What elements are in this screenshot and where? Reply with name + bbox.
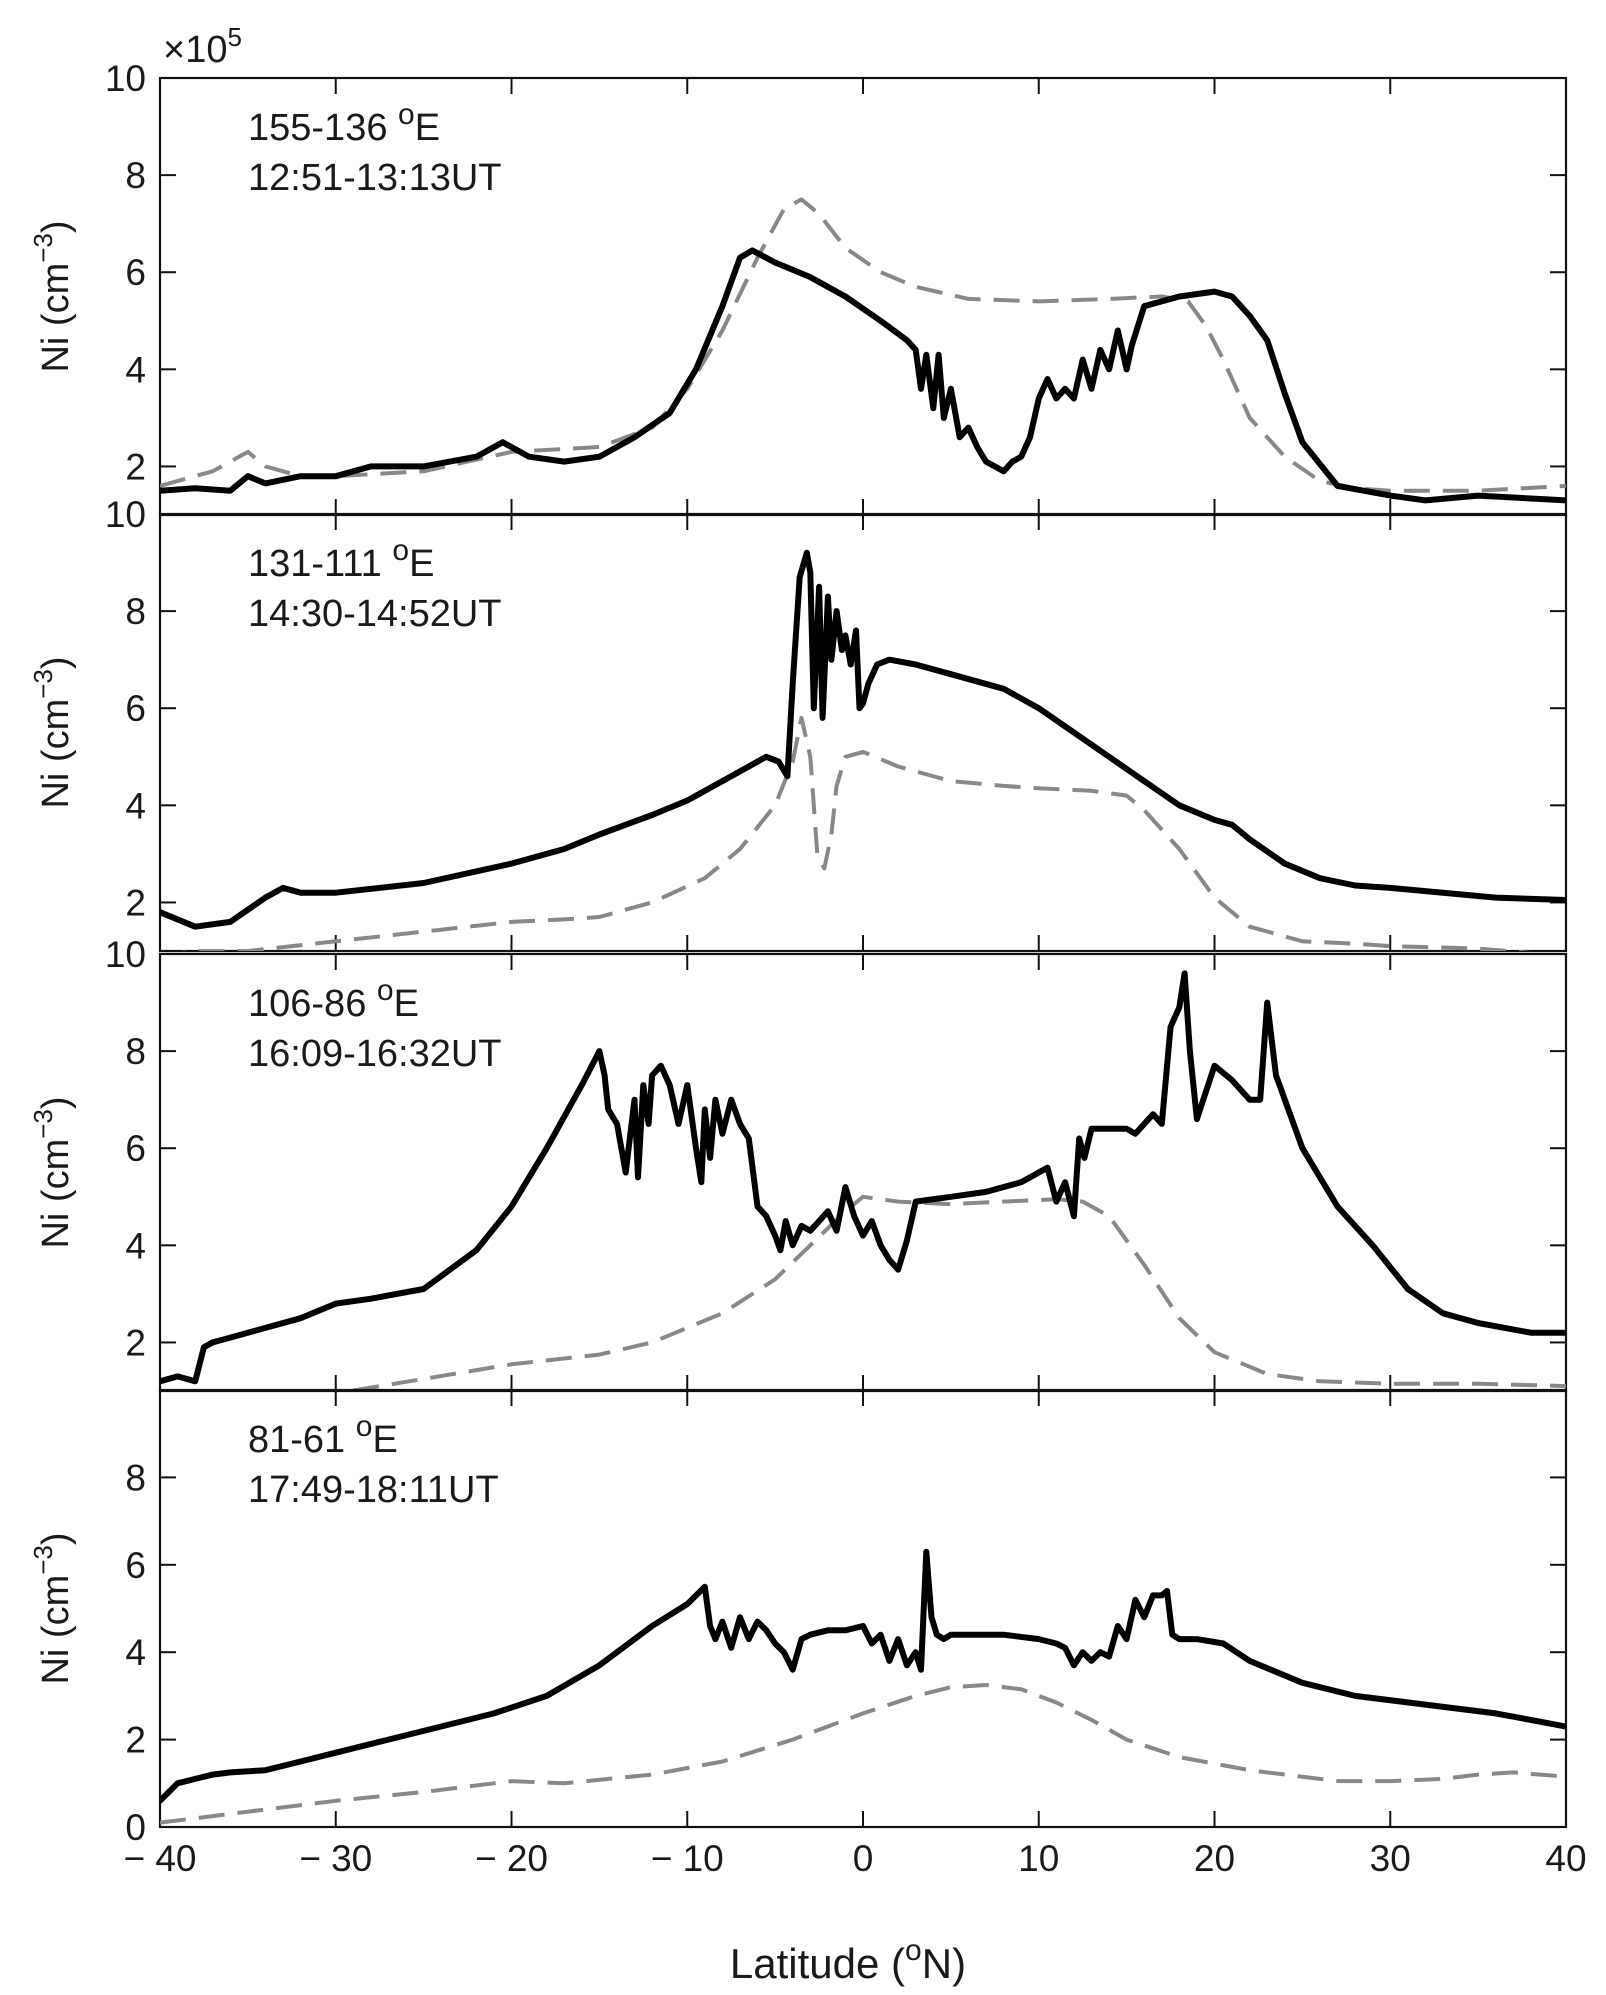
y-tick-label: 2 [125,1322,146,1363]
x-axis-label-end: N) [922,1940,966,1987]
x-axis: − 40 − 30 − 20 − 10 0 10 20 30 40 [123,1838,1586,1879]
y-tick-label: 8 [125,591,146,632]
panel-longitude-unit: E [372,1419,397,1461]
y-axis-label-sup: −3 [28,669,58,699]
panel-longitude: 81-61 oE [248,1410,398,1461]
x-axis-label-sup: o [905,1934,922,1967]
y-tick-label: 0 [125,1807,146,1848]
y-tick-label: 8 [125,1457,146,1498]
x-tick-label: − 10 [651,1838,724,1879]
y-tick-label: 4 [125,1632,146,1673]
panel-time: 16:09-16:32UT [248,1033,502,1075]
y-tick-label: 6 [125,1545,146,1586]
y-tick-label: 10 [105,494,146,535]
panel-longitude-text: 155-136 [248,107,398,149]
x-tick-label: 10 [1018,1838,1059,1879]
panel-longitude-unit: E [394,983,419,1025]
y-axis-label-text: Ni (cm [35,1575,77,1685]
x-tick-label: 30 [1370,1838,1411,1879]
panel-longitude-sup: o [398,98,415,131]
panel-longitude-text: 81-61 [248,1419,356,1461]
y-axis-label: Ni (cm−3) [28,1532,77,1684]
y-axis-label: Ni (cm−3) [28,1096,77,1248]
panel-longitude-unit: E [415,107,440,149]
y-axis-label-text: Ni (cm [35,1139,77,1249]
x-tick-label: − 20 [475,1838,548,1879]
panel-longitude-sup: o [377,974,394,1007]
x-tick-label: 20 [1194,1838,1235,1879]
x-tick-label: − 40 [123,1838,196,1879]
y-axis-label-text: Ni (cm [35,699,77,809]
observed-line [160,549,1566,930]
panel-longitude-unit: E [409,543,434,585]
model-line [180,715,1532,951]
y-tick-label: 6 [125,688,146,729]
x-tick-label: − 30 [299,1838,372,1879]
observed-line [160,970,1566,1385]
y-tick-label: 4 [125,349,146,390]
y-axis-label-end: ) [35,220,77,233]
panel-1: 2 4 6 8 10 Ni (cm−3) 155-136 oE 12:51-13:13UT [28,58,1568,517]
y-axis-label-sup: −3 [28,1545,58,1575]
panel-2: 2 4 6 8 10 Ni (cm−3) 131-111 oE 14:30-14:52UT [28,494,1568,953]
panel-3: 2 4 6 8 10 Ni (cm−3) 106-86 oE 16:09-16:32UT [28,934,1568,1393]
y-tick-label: 2 [125,1720,146,1761]
y-axis-label-sup: −3 [28,233,58,263]
panel-time: 17:49-18:11UT [248,1469,499,1511]
model-line [160,1683,1566,1825]
observed-line [160,1548,1566,1804]
y-tick-label: 8 [125,1031,146,1072]
y-axis-label: Ni (cm−3) [28,656,77,808]
y-tick-label: 6 [125,252,146,293]
y-tick-label: 4 [125,1225,146,1266]
y-axis-label-end: ) [35,1096,77,1109]
panel-longitude-text: 106-86 [248,983,377,1025]
observed-line [160,247,1566,504]
y-tick-label: 10 [105,934,146,975]
panel-longitude-text: 131-111 [248,543,392,585]
y-axis-label-sup: −3 [28,1109,58,1139]
y-axis-label-end: ) [35,1532,77,1545]
y-tick-label: 10 [105,58,146,99]
y-tick-label: 2 [125,882,146,923]
y-tick-label: 2 [125,446,146,487]
panel-longitude: 155-136 oE [248,98,440,149]
y-axis-label-end: ) [35,656,77,669]
panel-4: 0 2 4 6 8 Ni (cm−3) 81-61 oE 17:49-18:11UT [28,1388,1568,1848]
x-tick-label: 40 [1545,1838,1586,1879]
y-axis-label-text: Ni (cm [35,263,77,373]
panel-longitude: 106-86 oE [248,974,419,1025]
panel-time: 14:30-14:52UT [248,593,502,635]
y-tick-label: 8 [125,155,146,196]
x-axis-label: Latitude (oN) [730,1934,966,1987]
y-tick-label: 6 [125,1128,146,1169]
x-tick-label: 0 [853,1838,874,1879]
panel-frame [158,1388,1568,1829]
y-multiplier: ×105 [163,22,242,71]
model-line [160,197,1566,493]
y-multiplier-exponent: 5 [227,22,241,52]
y-axis-label: Ni (cm−3) [28,220,77,372]
panel-longitude-sup: o [356,1410,373,1443]
panel-time: 12:51-13:13UT [248,157,502,199]
y-tick-label: 4 [125,785,146,826]
panel-longitude-sup: o [392,534,409,567]
panel-longitude: 131-111 oE [248,534,434,585]
